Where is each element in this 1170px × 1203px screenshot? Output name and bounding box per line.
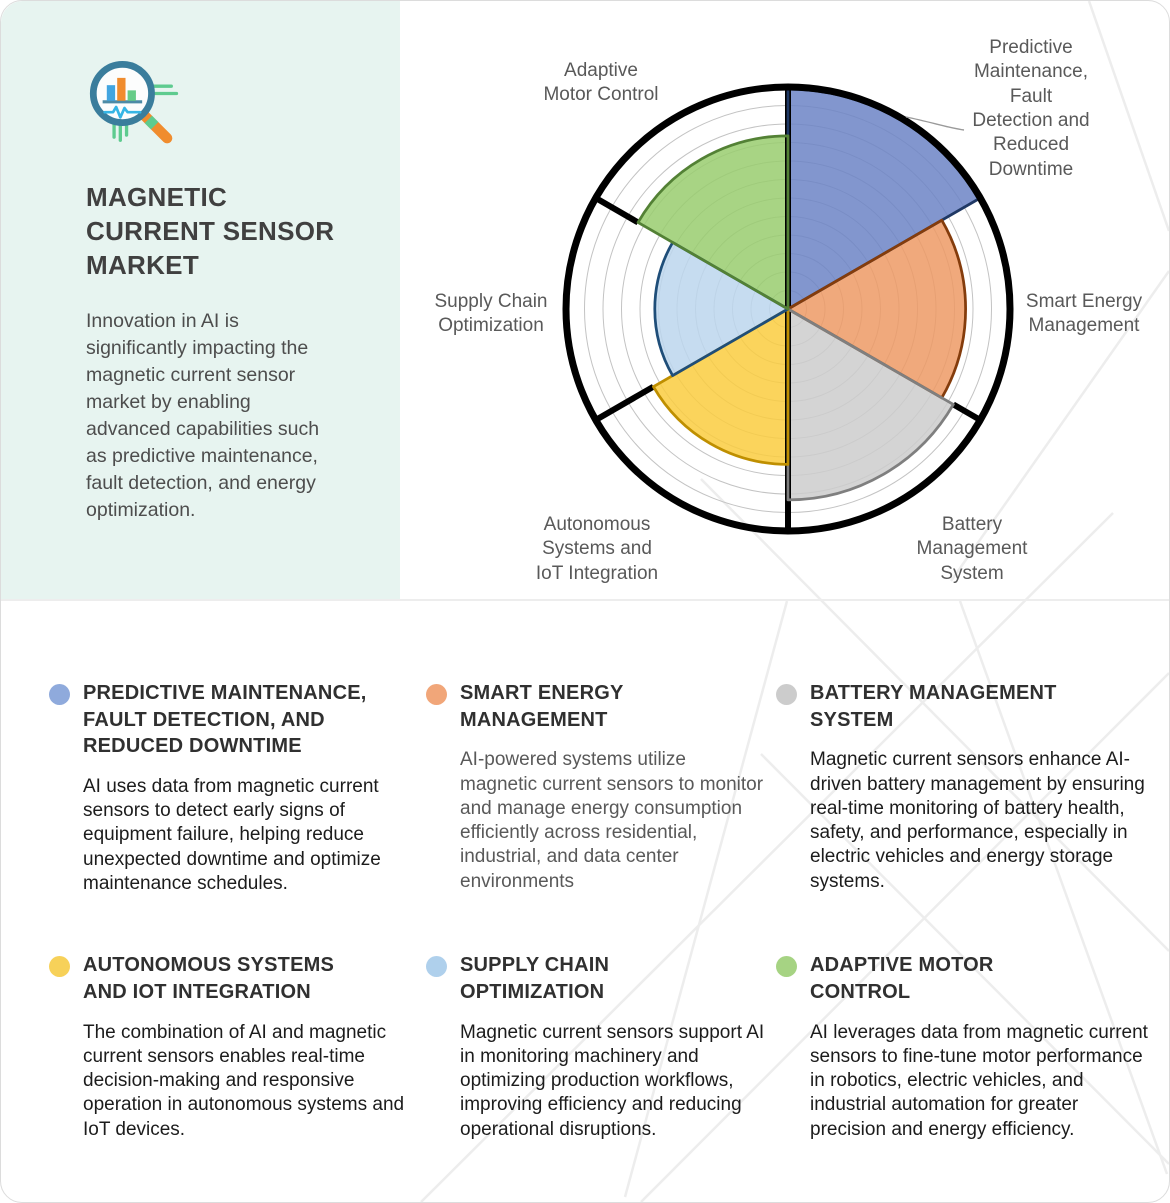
legend-item-title: SMART ENERGY MANAGEMENT <box>460 682 624 731</box>
legend-item-content: BATTERY MANAGEMENT SYSTEM Magnetic curre… <box>810 680 1151 894</box>
chart-label-battery-management: Battery Management System <box>916 514 1028 584</box>
legend-item-title: SUPPLY CHAIN OPTIMIZATION <box>460 954 610 1003</box>
legend-item-smart-energy: SMART ENERGY MANAGEMENT AI-powered syste… <box>426 680 776 896</box>
legend-item-content: PREDICTIVE MAINTENANCE, FAULT DETECTION,… <box>83 680 426 896</box>
legend-item-content: AUTONOMOUS SYSTEMS AND IOT INTEGRATION T… <box>83 952 426 1142</box>
legend-item-title: PREDICTIVE MAINTENANCE, FAULT DETECTION,… <box>83 682 367 758</box>
chart-label-autonomous-iot: Autonomous Systems and IoT Integration <box>535 514 659 584</box>
legend-item-body: The combination of AI and magnetic curre… <box>83 1021 405 1140</box>
page-description: Innovation in AI is significantly impact… <box>86 310 320 521</box>
legend-item-supply-chain: SUPPLY CHAIN OPTIMIZATION Magnetic curre… <box>426 952 776 1142</box>
legend-item-content: SMART ENERGY MANAGEMENT AI-powered syste… <box>460 680 765 894</box>
title-panel: MAGNETIC CURRENT SENSOR MARKET Innovatio… <box>1 1 400 599</box>
legend-item-content: SUPPLY CHAIN OPTIMIZATION Magnetic curre… <box>460 952 765 1142</box>
hero-section: MAGNETIC CURRENT SENSOR MARKET Innovatio… <box>1 1 1169 601</box>
radar-chart: Predictive Maintenance, Fault Detection … <box>1 1 1169 600</box>
chart-magnifier-icon <box>89 60 179 144</box>
legend-item-autonomous-iot: AUTONOMOUS SYSTEMS AND IOT INTEGRATION T… <box>49 952 426 1142</box>
chart-label-supply-chain: Supply Chain Optimization <box>434 291 548 337</box>
chart-label-adaptive-motor: Adaptive Motor Control <box>543 60 659 106</box>
page-title: MAGNETIC CURRENT SENSOR MARKET <box>86 182 335 280</box>
legend-item-title: ADAPTIVE MOTOR CONTROL <box>810 954 994 1003</box>
legend-item-body: AI uses data from magnetic current senso… <box>83 775 381 895</box>
legend-item-body: AI leverages data from magnetic current … <box>810 1021 1148 1140</box>
legend-dot-green <box>776 956 797 978</box>
chart-label-smart-energy: Smart Energy Management <box>1025 291 1143 337</box>
legend-sections: PREDICTIVE MAINTENANCE, FAULT DETECTION,… <box>1 600 1169 1198</box>
legend-item-body: AI-powered systems utilize magnetic curr… <box>460 749 764 892</box>
legend-dot-yellow <box>49 956 70 978</box>
legend-item-title: AUTONOMOUS SYSTEMS AND IOT INTEGRATION <box>83 954 335 1003</box>
legend-dot-blue <box>49 684 70 705</box>
legend-dot-lightblue <box>426 956 447 978</box>
legend-item-adaptive-motor: ADAPTIVE MOTOR CONTROL AI leverages data… <box>776 952 1151 1142</box>
legend-item-predictive-maintenance: PREDICTIVE MAINTENANCE, FAULT DETECTION,… <box>49 680 426 896</box>
legend-dot-gray <box>776 684 797 705</box>
legend-item-title: BATTERY MANAGEMENT SYSTEM <box>810 682 1057 731</box>
chart-label-predictive-maintenance: Predictive Maintenance, Fault Detection … <box>972 37 1090 180</box>
legend-item-body: Magnetic current sensors enhance AI-driv… <box>810 749 1145 892</box>
legend-dot-orange <box>426 684 447 705</box>
legend-item-battery-management: BATTERY MANAGEMENT SYSTEM Magnetic curre… <box>776 680 1151 896</box>
legend-item-content: ADAPTIVE MOTOR CONTROL AI leverages data… <box>810 952 1151 1142</box>
legend-item-body: Magnetic current sensors support AI in m… <box>460 1021 765 1140</box>
